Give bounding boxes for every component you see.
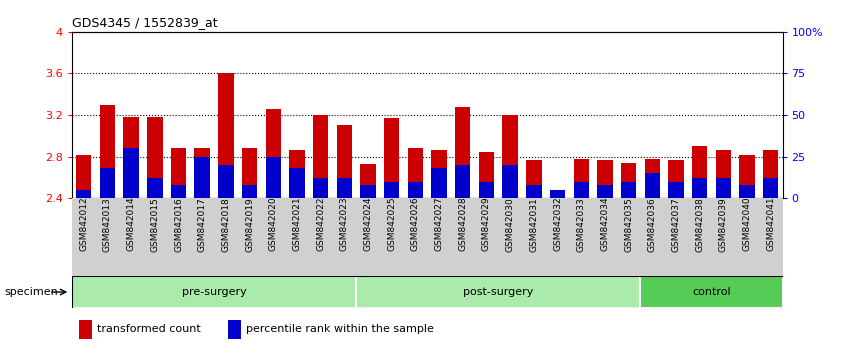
- Text: pre-surgery: pre-surgery: [182, 287, 246, 297]
- Bar: [668, 160, 684, 198]
- Bar: [479, 182, 494, 198]
- Bar: [526, 185, 541, 198]
- Bar: [76, 190, 91, 198]
- Bar: [384, 182, 399, 198]
- Text: specimen: specimen: [4, 287, 58, 297]
- Bar: [455, 107, 470, 198]
- Bar: [289, 168, 305, 198]
- Bar: [242, 185, 257, 198]
- Bar: [431, 150, 447, 198]
- Bar: [171, 185, 186, 198]
- Bar: [503, 165, 518, 198]
- Bar: [100, 168, 115, 198]
- Bar: [763, 150, 778, 198]
- Bar: [408, 148, 423, 198]
- Bar: [716, 178, 731, 198]
- Bar: [455, 165, 470, 198]
- Bar: [289, 150, 305, 198]
- Text: GDS4345 / 1552839_at: GDS4345 / 1552839_at: [72, 16, 217, 29]
- Bar: [503, 115, 518, 198]
- Bar: [76, 155, 91, 198]
- Bar: [668, 182, 684, 198]
- Bar: [266, 109, 281, 198]
- Bar: [763, 178, 778, 198]
- Bar: [645, 159, 660, 198]
- Bar: [195, 148, 210, 198]
- Bar: [124, 117, 139, 198]
- Bar: [72, 276, 356, 308]
- Bar: [479, 153, 494, 198]
- Bar: [550, 190, 565, 198]
- Bar: [574, 159, 589, 198]
- Bar: [79, 320, 92, 339]
- Bar: [739, 185, 755, 198]
- Bar: [526, 160, 541, 198]
- Bar: [124, 148, 139, 198]
- Bar: [313, 115, 328, 198]
- Bar: [692, 178, 707, 198]
- Bar: [313, 178, 328, 198]
- Bar: [195, 156, 210, 198]
- Bar: [147, 117, 162, 198]
- Bar: [716, 150, 731, 198]
- Bar: [266, 156, 281, 198]
- Bar: [360, 164, 376, 198]
- Bar: [550, 194, 565, 198]
- Bar: [739, 155, 755, 198]
- Bar: [384, 118, 399, 198]
- Bar: [147, 178, 162, 198]
- Bar: [408, 182, 423, 198]
- Bar: [337, 178, 352, 198]
- Bar: [337, 125, 352, 198]
- Bar: [645, 173, 660, 198]
- Bar: [100, 105, 115, 198]
- Text: percentile rank within the sample: percentile rank within the sample: [246, 324, 434, 335]
- Bar: [621, 182, 636, 198]
- Text: post-surgery: post-surgery: [463, 287, 534, 297]
- Bar: [692, 146, 707, 198]
- Text: transformed count: transformed count: [96, 324, 201, 335]
- Bar: [574, 182, 589, 198]
- Bar: [640, 276, 783, 308]
- Bar: [621, 163, 636, 198]
- Bar: [218, 73, 233, 198]
- Bar: [360, 185, 376, 198]
- Bar: [171, 148, 186, 198]
- Bar: [597, 160, 613, 198]
- Bar: [431, 168, 447, 198]
- Bar: [356, 276, 640, 308]
- Text: control: control: [692, 287, 731, 297]
- Bar: [242, 148, 257, 198]
- Bar: [228, 320, 241, 339]
- Bar: [597, 185, 613, 198]
- Bar: [218, 165, 233, 198]
